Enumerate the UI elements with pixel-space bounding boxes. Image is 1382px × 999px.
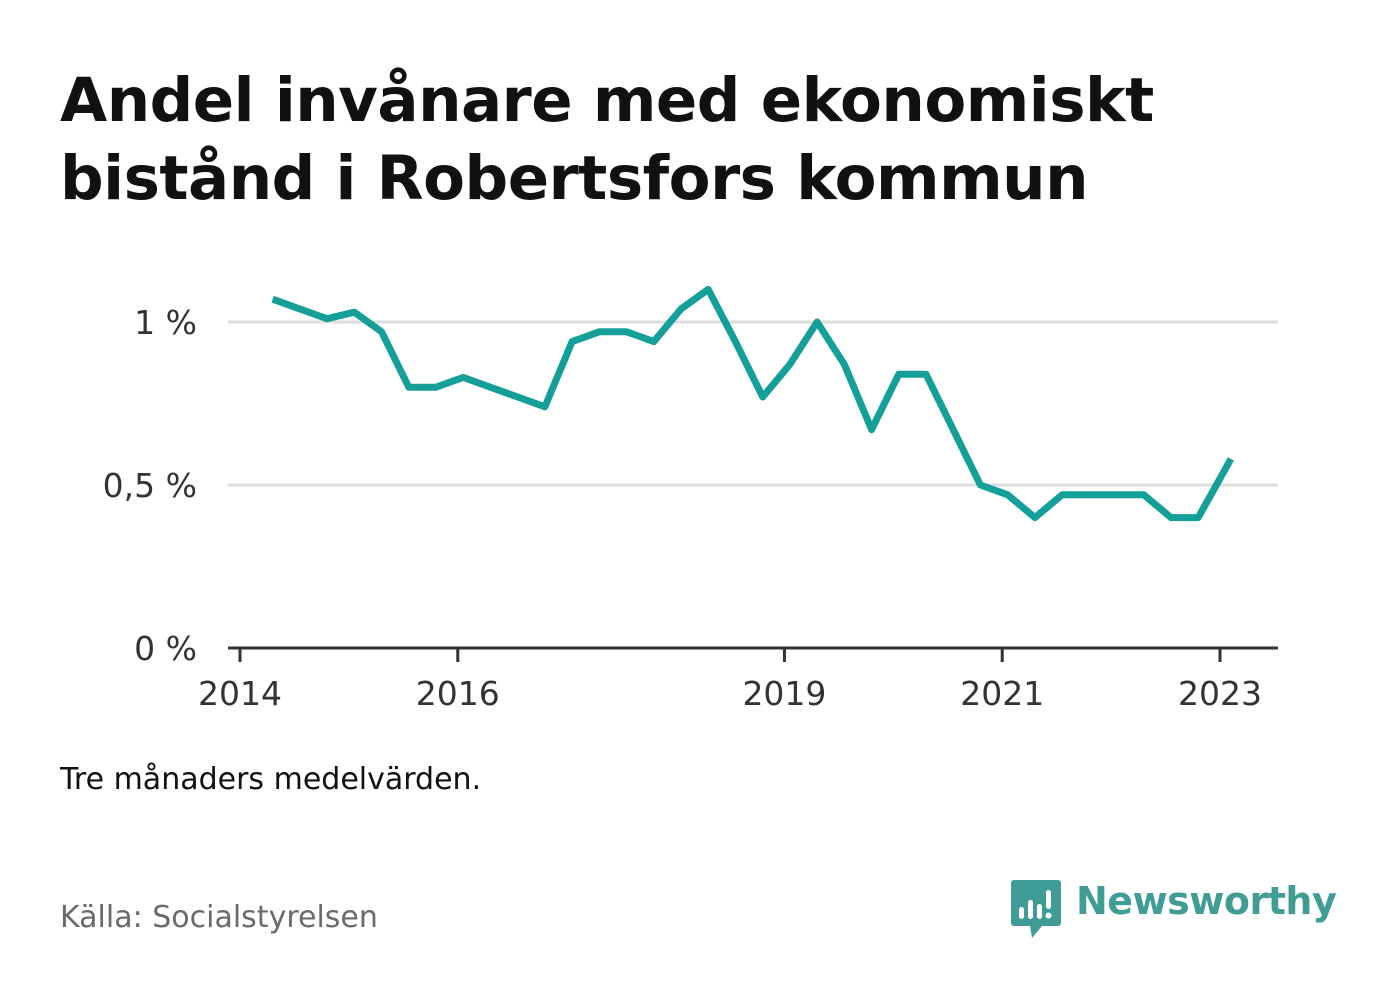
x-tick-label: 2019 [742,674,826,713]
series-layer [271,285,1234,522]
brand-name: Newsworthy [1076,879,1337,923]
chart-note: Tre månaders medelvärden. [60,762,482,797]
source-credit: Källa: Socialstyrelsen [60,900,378,935]
x-tick-label: 2021 [960,674,1044,713]
x-tick-label: 2023 [1178,674,1262,713]
y-tick-label: 1 % [134,303,197,342]
gridlines [228,320,1278,487]
series-line-0 [271,285,1234,522]
x-tick-label: 2014 [198,674,282,713]
bar-chart-speech-bubble-icon [1011,880,1061,938]
page-title: Andel invånare med ekonomiskt bistånd i … [60,65,1154,214]
x-axis-ticks: 2014 2016 2019 2021 2023 [198,648,1262,713]
y-tick-label: 0,5 % [103,466,197,505]
brand-logo-group[interactable]: Newsworthy [1010,878,1337,940]
y-axis-tick-labels: 0 % 0,5 % 1 % [103,303,197,668]
y-tick-label: 0 % [134,629,197,668]
x-tick-label: 2016 [416,674,500,713]
